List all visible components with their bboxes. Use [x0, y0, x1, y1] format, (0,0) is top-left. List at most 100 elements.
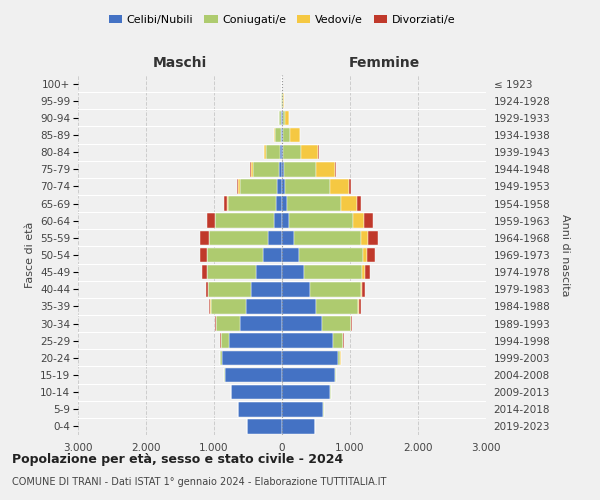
Bar — [206, 282, 208, 296]
Bar — [333, 334, 343, 348]
Bar — [209, 230, 268, 245]
Bar — [238, 402, 282, 416]
Bar — [282, 145, 283, 160]
Bar — [220, 350, 222, 365]
Bar — [225, 368, 282, 382]
Bar — [349, 179, 350, 194]
Bar — [266, 145, 280, 160]
Text: COMUNE DI TRANI - Dati ISTAT 1° gennaio 2024 - Elaborazione TUTTITALIA.IT: COMUNE DI TRANI - Dati ISTAT 1° gennaio … — [12, 477, 386, 487]
Bar — [283, 128, 290, 142]
Bar — [283, 110, 285, 125]
Bar — [282, 368, 335, 382]
Bar — [282, 196, 287, 211]
Bar — [286, 179, 329, 194]
Bar — [299, 248, 363, 262]
Bar — [290, 128, 300, 142]
Bar — [285, 110, 289, 125]
Bar — [289, 214, 353, 228]
Bar — [281, 128, 282, 142]
Bar — [351, 316, 352, 331]
Bar — [304, 265, 362, 280]
Bar — [240, 316, 282, 331]
Bar — [361, 282, 362, 296]
Bar — [282, 179, 286, 194]
Bar — [282, 128, 283, 142]
Bar — [282, 214, 289, 228]
Bar — [322, 316, 350, 331]
Legend: Celibi/Nubili, Coniugati/e, Vedovi/e, Divorziati/e: Celibi/Nubili, Coniugati/e, Vedovi/e, Di… — [104, 10, 460, 29]
Bar — [274, 128, 275, 142]
Bar — [237, 179, 238, 194]
Bar — [282, 162, 284, 176]
Bar — [246, 299, 282, 314]
Bar — [206, 214, 215, 228]
Bar — [359, 299, 361, 314]
Bar — [358, 299, 359, 314]
Text: Femmine: Femmine — [349, 56, 419, 70]
Bar — [275, 128, 281, 142]
Bar — [224, 196, 227, 211]
Bar — [200, 230, 209, 245]
Bar — [282, 230, 294, 245]
Bar — [221, 334, 229, 348]
Bar — [250, 162, 251, 176]
Bar — [318, 145, 319, 160]
Bar — [365, 265, 370, 280]
Bar — [263, 248, 282, 262]
Bar — [353, 214, 364, 228]
Bar — [281, 110, 282, 125]
Bar — [276, 196, 282, 211]
Bar — [335, 162, 337, 176]
Bar — [263, 145, 265, 160]
Text: Maschi: Maschi — [153, 56, 207, 70]
Bar — [363, 248, 367, 262]
Bar — [228, 196, 276, 211]
Bar — [362, 282, 365, 296]
Bar — [222, 350, 282, 365]
Bar — [294, 230, 361, 245]
Bar — [215, 316, 216, 331]
Bar — [282, 265, 304, 280]
Bar — [368, 230, 378, 245]
Bar — [282, 316, 322, 331]
Bar — [251, 282, 282, 296]
Bar — [341, 196, 358, 211]
Bar — [282, 299, 316, 314]
Bar — [282, 248, 299, 262]
Bar — [316, 299, 358, 314]
Bar — [224, 368, 225, 382]
Bar — [310, 282, 361, 296]
Bar — [279, 110, 281, 125]
Bar — [265, 145, 266, 160]
Bar — [240, 179, 277, 194]
Bar — [209, 299, 210, 314]
Bar — [216, 316, 240, 331]
Bar — [338, 350, 340, 365]
Bar — [202, 265, 207, 280]
Bar — [282, 419, 316, 434]
Bar — [280, 145, 282, 160]
Bar — [358, 196, 361, 211]
Bar — [238, 179, 240, 194]
Bar — [283, 94, 284, 108]
Text: Popolazione per età, sesso e stato civile - 2024: Popolazione per età, sesso e stato civil… — [12, 452, 343, 466]
Bar — [367, 248, 375, 262]
Bar — [335, 368, 336, 382]
Bar — [283, 145, 301, 160]
Bar — [362, 265, 365, 280]
Bar — [277, 179, 282, 194]
Bar — [282, 385, 330, 400]
Bar — [282, 334, 333, 348]
Bar — [329, 179, 349, 194]
Bar — [207, 265, 256, 280]
Bar — [282, 402, 323, 416]
Bar — [253, 162, 278, 176]
Bar — [247, 419, 282, 434]
Bar — [361, 230, 368, 245]
Y-axis label: Anni di nascita: Anni di nascita — [560, 214, 570, 296]
Bar — [268, 230, 282, 245]
Bar — [208, 282, 251, 296]
Bar — [256, 265, 282, 280]
Bar — [301, 145, 318, 160]
Bar — [284, 162, 316, 176]
